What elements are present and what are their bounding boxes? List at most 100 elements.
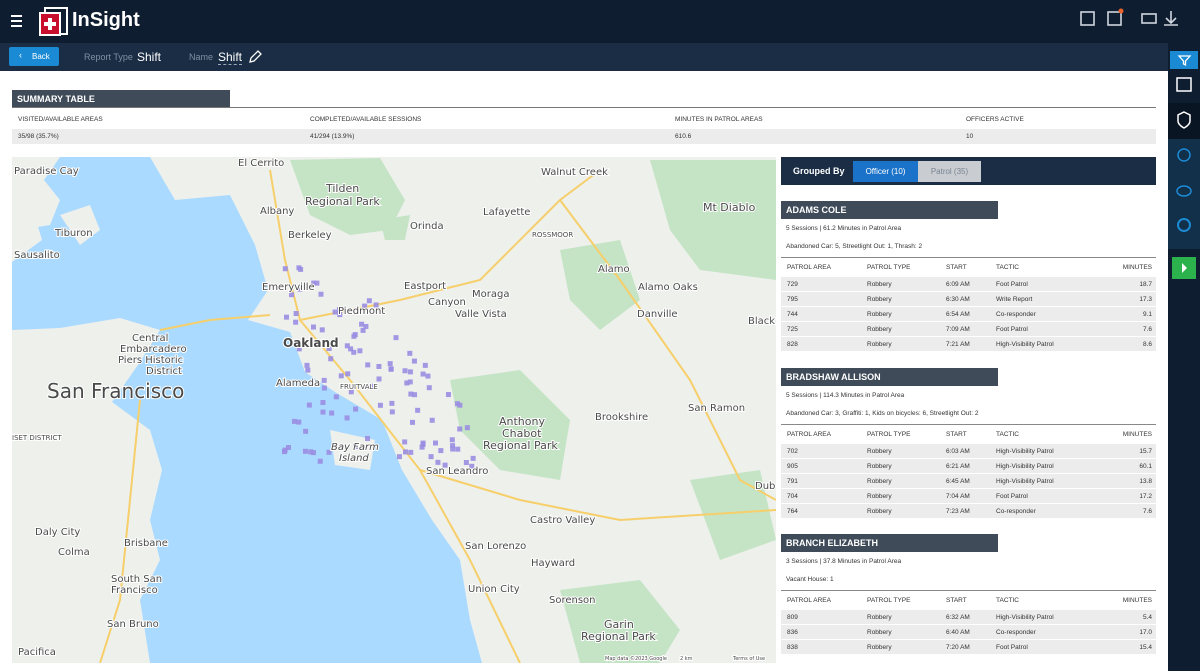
edit-icon[interactable] <box>248 50 262 64</box>
patrol-area <box>410 419 416 425</box>
table-cell: 8.6 <box>1142 341 1152 348</box>
patrol-area <box>366 298 372 304</box>
map-label: Oakland <box>283 336 339 350</box>
map-label: Colma <box>58 547 90 558</box>
patrol-area <box>449 437 455 443</box>
settings-icon[interactable] <box>1177 218 1191 232</box>
table-row <box>781 640 1156 654</box>
clock-icon[interactable] <box>1177 148 1191 162</box>
tab-officer[interactable]: Officer (10) <box>853 161 918 182</box>
summary-value: 610.6 <box>675 133 692 140</box>
table-cell: Foot Patrol <box>996 281 1028 288</box>
table-cell: High-Visibility Patrol <box>996 463 1054 470</box>
map-label: Pacifica <box>18 647 56 658</box>
map-label: Valle Vista <box>455 309 507 320</box>
patrol-area <box>408 391 414 397</box>
table-column-header: MINUTES <box>1122 597 1152 604</box>
table-column-header: MINUTES <box>1122 264 1152 271</box>
patrol-area <box>402 368 408 374</box>
patrol-area <box>348 346 354 352</box>
table-rule <box>781 424 1156 425</box>
table-cell: 7:04 AM <box>946 493 970 500</box>
map-label: Island <box>339 453 369 464</box>
table-cell: 764 <box>787 508 798 515</box>
map-label: Regional Park <box>581 630 656 643</box>
map-label: Walnut Creek <box>541 167 608 178</box>
map-label: Tiburon <box>54 228 93 239</box>
map-label: Brookshire <box>595 412 648 423</box>
filter-button[interactable] <box>1170 51 1198 69</box>
map-label: Alamo Oaks <box>638 282 698 293</box>
map-label: Eastport <box>404 281 446 292</box>
table-rule <box>781 590 1156 591</box>
back-label[interactable]: Back <box>32 52 50 61</box>
table-cell: 15.7 <box>1139 448 1152 455</box>
table-row <box>781 292 1156 306</box>
patrol-area <box>332 309 338 315</box>
report-name[interactable]: Shift <box>218 50 243 65</box>
map-label: Terms of Use <box>732 656 765 662</box>
table-cell: Write Report <box>996 296 1033 303</box>
map-label: San Francisco <box>47 379 184 403</box>
parks <box>85 158 776 663</box>
header-actions[interactable] <box>1080 11 1178 26</box>
map-label: Regional Park <box>483 439 558 452</box>
table-cell: Robbery <box>867 614 892 621</box>
table-cell: Co-responder <box>996 311 1036 318</box>
patrol-area <box>377 402 383 408</box>
table-cell: 7:21 AM <box>946 341 970 348</box>
patrol-area <box>293 311 299 317</box>
map-label: Moraga <box>472 289 509 300</box>
officer-name: BRADSHAW ALLISON <box>786 372 881 382</box>
patrol-area <box>351 333 357 339</box>
tab-patrol[interactable]: Patrol (35) <box>918 161 981 182</box>
patrol-area <box>318 291 324 297</box>
table-cell: Co-responder <box>996 508 1036 515</box>
officer-summary: 5 Sessions | 114.3 Minutes in Patrol Are… <box>786 392 905 399</box>
patrol-area <box>337 312 343 318</box>
table-cell: Robbery <box>867 629 892 636</box>
patrol-area <box>353 443 359 449</box>
map-label: Bay Farm <box>331 442 379 453</box>
map-label: San Lorenzo <box>465 541 526 552</box>
map[interactable]: El Cerrito Walnut Creek Paradise Cay Tilden… <box>12 157 776 663</box>
patrol-area <box>455 446 461 452</box>
patrol-area <box>345 371 351 377</box>
back-button[interactable] <box>9 47 59 66</box>
table-cell: Foot Patrol <box>996 326 1028 333</box>
patrol-area <box>360 327 366 333</box>
table-cell: 7:09 AM <box>946 326 970 333</box>
map-label: Garin <box>604 618 634 631</box>
table-column-header: PATROL TYPE <box>867 597 911 604</box>
map-label: Danville <box>637 309 678 320</box>
menu-icon[interactable] <box>11 15 22 27</box>
patrol-area <box>317 458 323 464</box>
table-cell: 13.8 <box>1139 478 1152 485</box>
table-cell: Robbery <box>867 644 892 651</box>
car-icon[interactable] <box>1176 185 1192 197</box>
patrol-area <box>376 376 382 382</box>
shield-icon[interactable] <box>1177 111 1191 129</box>
map-label: Canyon <box>428 297 466 308</box>
map-label: Central <box>132 333 168 344</box>
map-label: ROSSMOOR <box>532 231 573 239</box>
officer-details: Vacant House: 1 <box>786 576 834 583</box>
table-cell: 729 <box>787 281 798 288</box>
map-label: Piedmont <box>338 306 385 317</box>
map-label: Alamo <box>598 264 630 275</box>
summary-column-header: COMPLETED/AVAILABLE SESSIONS <box>310 116 422 123</box>
officer-name-bar <box>781 534 998 552</box>
map-label: San Bruno <box>107 619 159 630</box>
map-label: Castro Valley <box>530 515 595 526</box>
patrol-area <box>432 440 438 446</box>
patrol-area <box>306 402 312 408</box>
patrol-area <box>420 371 426 377</box>
calendar-icon[interactable] <box>1176 77 1192 92</box>
table-row <box>781 474 1156 488</box>
patrol-area <box>297 286 303 292</box>
summary-value: 41/294 (13.9%) <box>310 133 355 140</box>
table-cell: High-Visibility Patrol <box>996 341 1054 348</box>
patrol-area <box>364 435 370 441</box>
table-row <box>781 489 1156 503</box>
